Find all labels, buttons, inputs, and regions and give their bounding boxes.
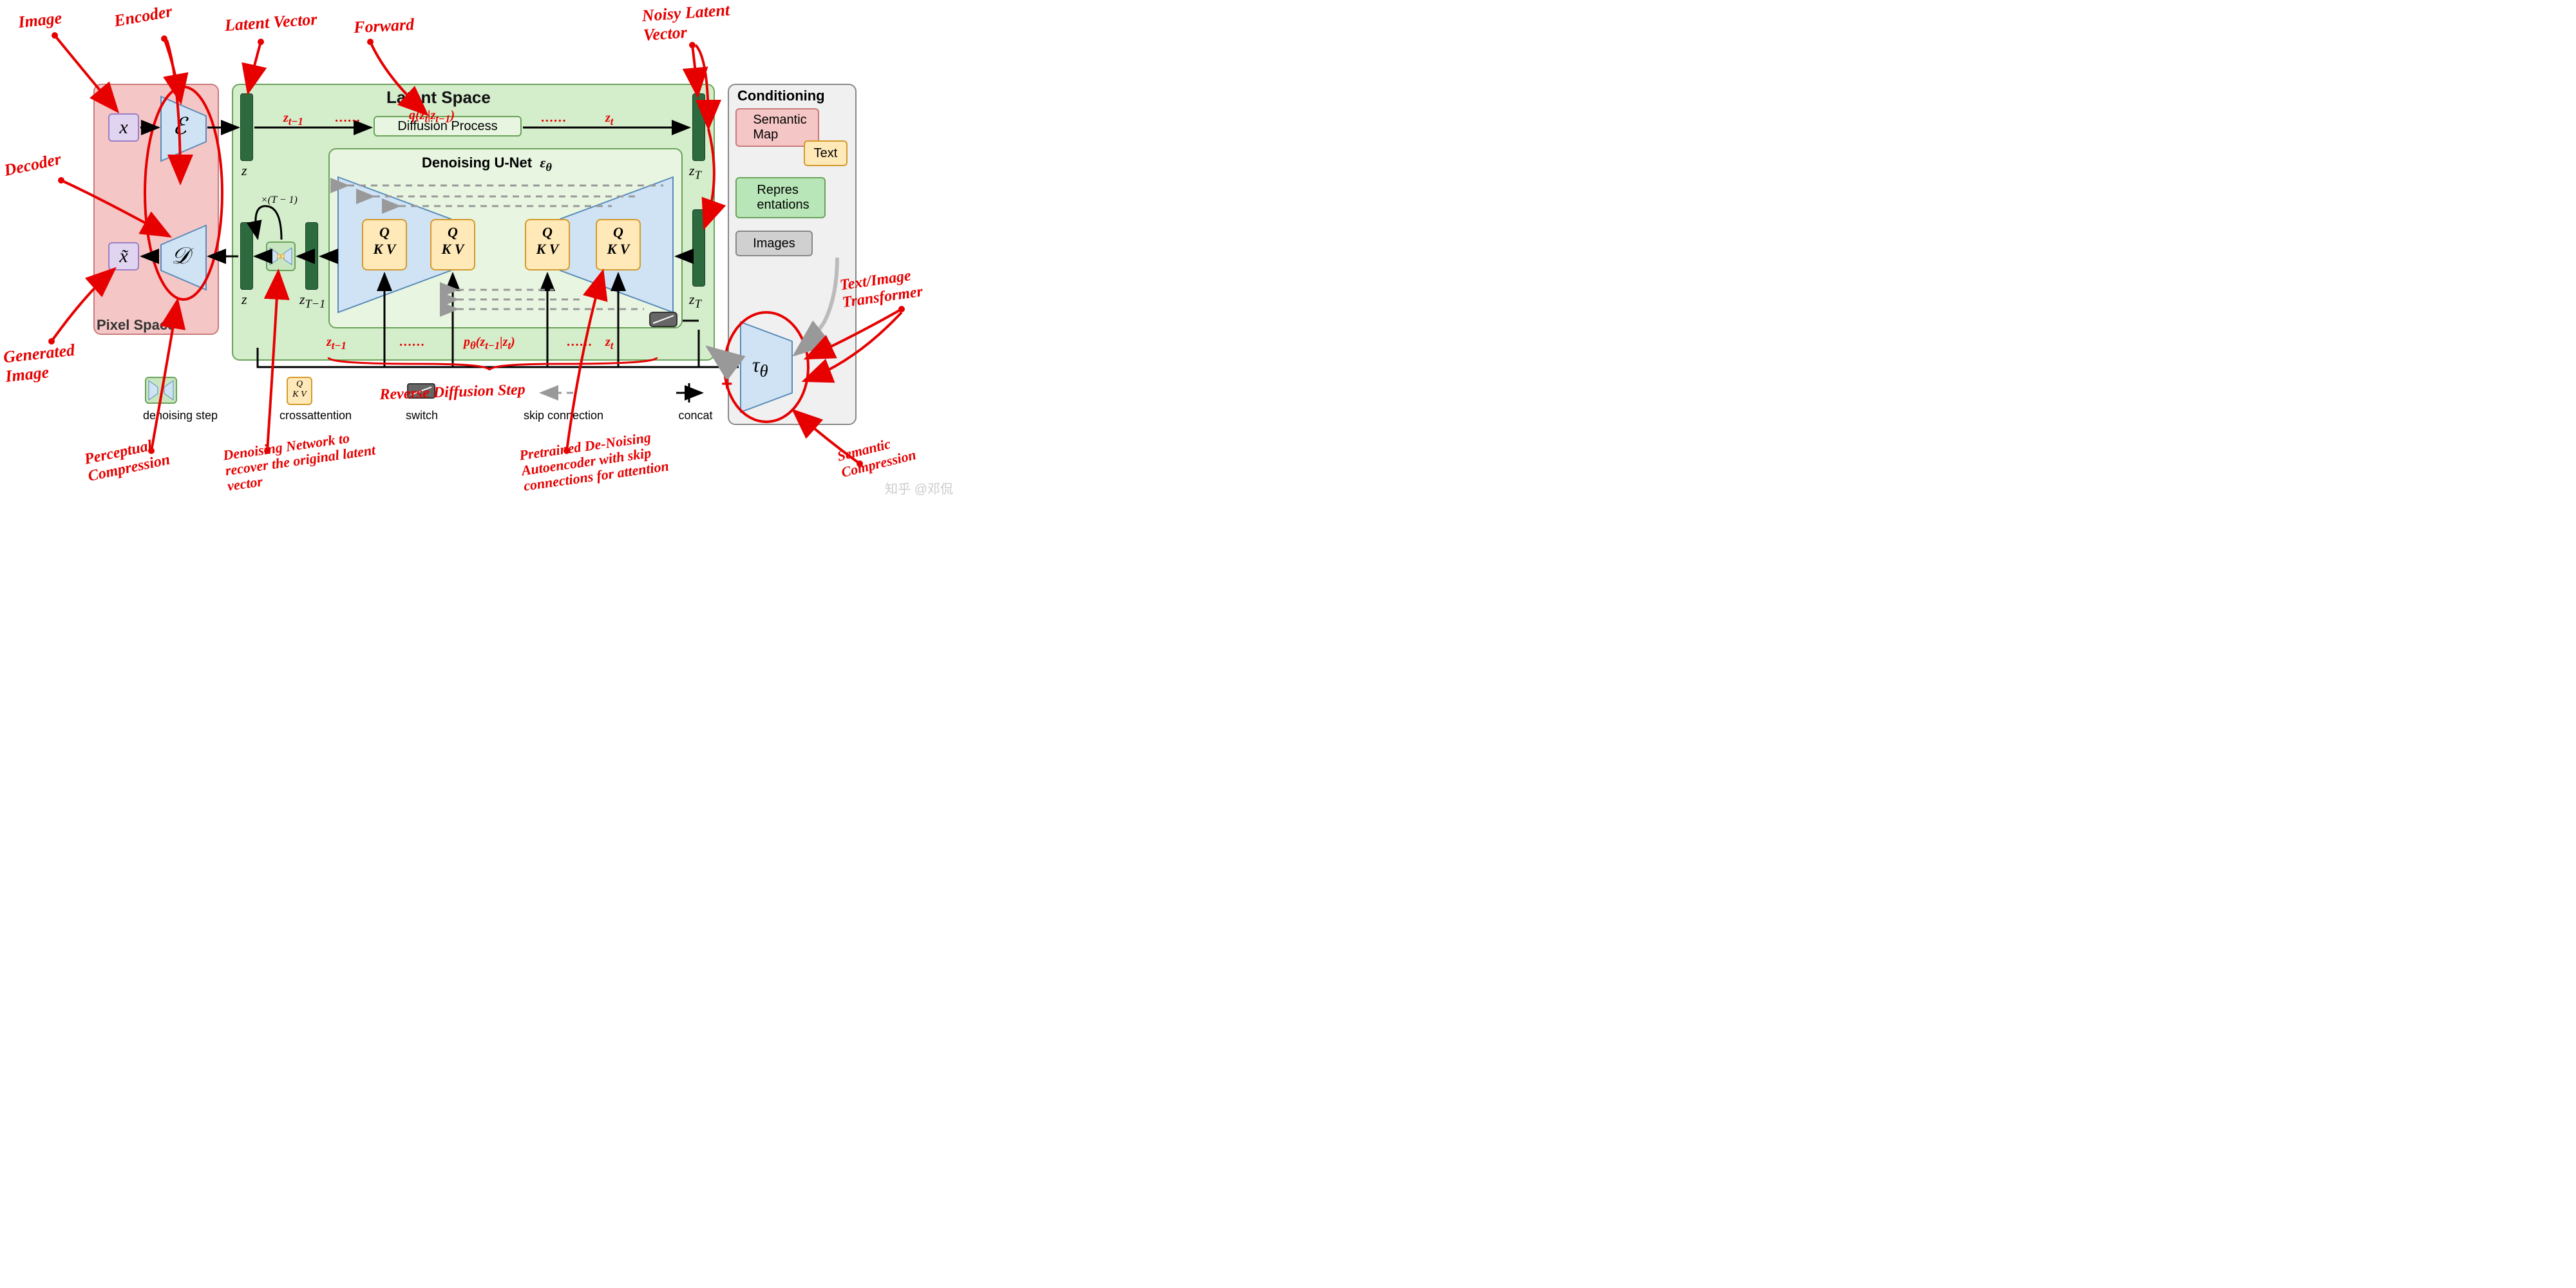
zt-1-reverse: zt−1 <box>327 335 346 352</box>
latent-space-title: Latent Space <box>386 88 491 108</box>
zT-bar-bottom <box>692 209 705 287</box>
ann-latent-vector: Latent Vector <box>224 10 317 35</box>
ann-encoder: Encoder <box>113 2 174 31</box>
kv-label-4: K V <box>597 241 639 258</box>
watermark: 知乎 @邓侃 <box>885 478 953 497</box>
ann-semantic-compression: Semantic Compression <box>835 430 918 481</box>
z-bar-top <box>240 93 253 161</box>
legend-concat-label: concat <box>663 409 728 422</box>
cond-images: Images <box>735 231 813 256</box>
legend-denoising-icon <box>145 377 177 404</box>
ann-generated-image: Generated Image <box>3 341 78 386</box>
legend-switch-label: switch <box>390 409 454 422</box>
ann-image: Image <box>17 8 63 32</box>
legend-crossattn-label: crossattention <box>258 409 374 422</box>
zT-1-label: zT−1 <box>299 291 325 310</box>
times-T-minus-1: ×(T − 1) <box>261 194 298 206</box>
ann-denoising-network: Denoising Network to recover the origina… <box>222 427 379 495</box>
cond-text: Text <box>804 140 848 166</box>
qkv-block-3: Q K V <box>525 219 570 270</box>
zT-bar-top <box>692 93 705 161</box>
dots-forward-2: …… <box>541 111 567 126</box>
legend-crossattn-icon: QK V <box>287 377 312 405</box>
denoising-step-icon <box>266 242 296 271</box>
mini-unet-icon <box>269 247 293 266</box>
kv-label-1: K V <box>363 241 406 258</box>
dots-forward-1: …… <box>335 111 361 126</box>
ann-forward: Forward <box>353 15 414 37</box>
x-symbol: x <box>119 117 128 138</box>
x-tilde-box: x̃ <box>108 242 139 270</box>
dots-reverse-1: …… <box>399 335 425 350</box>
q-label-2: Q <box>431 224 474 241</box>
kv-label-2: K V <box>431 241 474 258</box>
ann-pretrained-denoising: Pretrained De-Noising Autoencoder with s… <box>518 428 670 494</box>
zT-label-top: zT <box>689 162 701 182</box>
pixel-space-title: Pixel Space <box>97 317 175 334</box>
legend-denoising-label: denoising step <box>122 409 238 422</box>
conditioning-title: Conditioning <box>737 88 825 104</box>
zt-forward: zt <box>605 111 613 128</box>
z-label-top: z <box>242 162 247 179</box>
kv-label-3: K V <box>526 241 569 258</box>
legend-skip-label: skip connection <box>506 409 621 422</box>
x-input-box: x <box>108 113 139 142</box>
denoising-unet-title: Denoising U-Net εθ <box>422 155 552 174</box>
qkv-block-4: Q K V <box>596 219 641 270</box>
zt-1-forward: zt−1 <box>283 111 303 128</box>
z-label-bottom: z <box>242 291 247 308</box>
ann-perceptual: Perceptual Compression <box>83 434 172 486</box>
qkv-block-2: Q K V <box>430 219 475 270</box>
p-cond: pθ(zt−1|zt) <box>464 335 515 352</box>
q-label-4: Q <box>597 224 639 241</box>
q-label-3: Q <box>526 224 569 241</box>
ann-decoder: Decoder <box>3 149 63 180</box>
ann-reverse-diffusion: Reverse Diffusion Step <box>379 381 526 404</box>
red-plus: + <box>721 374 733 395</box>
zT-label-bottom: zT <box>689 291 701 310</box>
ann-noisy-latent: Noisy Latent Vector <box>641 1 732 45</box>
x-tilde-symbol: x̃ <box>119 245 128 267</box>
switch-box <box>649 312 677 327</box>
qkv-block-1: Q K V <box>362 219 407 270</box>
tau-symbol: τθ <box>752 353 768 381</box>
encoder-symbol: ℰ <box>173 113 187 140</box>
q-label-1: Q <box>363 224 406 241</box>
cond-representations: Repres entations <box>735 177 826 218</box>
zT-1-bar <box>305 222 318 290</box>
dots-reverse-2: …… <box>567 335 592 350</box>
decoder-symbol: 𝒟 <box>171 242 190 270</box>
z-bar-bottom <box>240 222 253 290</box>
q-cond: q(zt|zt−1) <box>409 108 455 126</box>
zt-reverse: zt <box>605 335 613 352</box>
